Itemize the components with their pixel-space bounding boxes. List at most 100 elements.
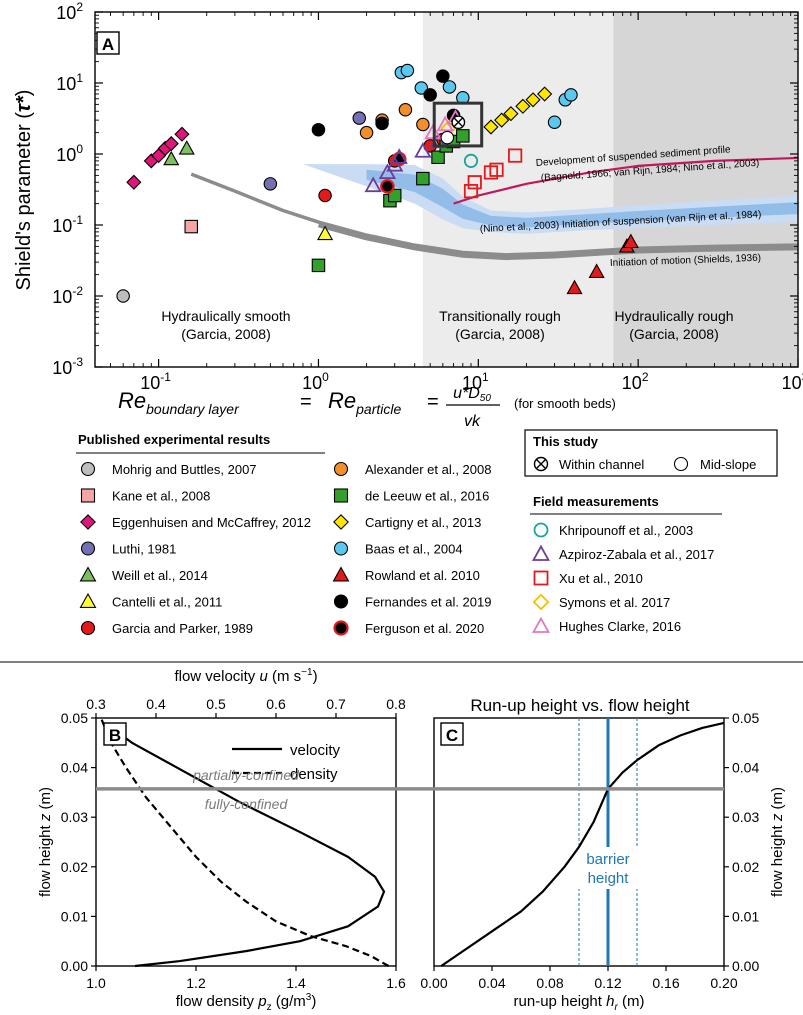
panel-b-label: B [103,722,127,746]
legend-marker-symons-et-al-2017 [532,593,550,611]
point-alexander-et-al-2008-0 [359,125,374,140]
legend-item-khripounoff-et-al-2003: Khripounoff et al., 2003 [533,522,693,538]
legend-item-kane-et-al-2008: Kane et al., 2008 [80,488,210,504]
panel-a-x-axis-label: Reboundary layer = Reparticle = u*D50 vk… [118,385,616,430]
panel-c-title: Run-up height vs. flow height [470,696,690,715]
point-within-channel-0 [451,115,466,130]
legend-label-weill-et-al-2014: Weill et al., 2014 [112,568,208,583]
legend-marker-cartigny-et-al-2013 [333,514,349,530]
legend-item-fernandes-et-al-2019: Fernandes et al. 2019 [333,594,491,610]
point-azpiroz-zabala-et-al-2017-2 [386,156,404,172]
legend-marker-cantelli-et-al-2011 [79,592,97,609]
fully-confined-label: fully-confined [205,796,289,812]
c-y-tick-label-3: 0.03 [732,809,759,825]
c-y-tick-label-4: 0.04 [732,760,759,776]
point-de-leeuw-et-al-2016-3 [416,171,430,186]
panel-b: 0.00 0.01 0.02 0.03 0.04 0.05 1.0 1.2 1.4 1.6 0.3 0… [37,667,406,1013]
region-smooth-cite: (Garcia, 2008) [181,326,270,342]
barrier-label-bg [578,846,638,889]
legend-marker-kane-et-al-2008 [80,488,96,503]
legend-marker-hughes-clarke-2016 [531,616,551,633]
legend-item-luthi-1981: Luthi, 1981 [80,541,176,557]
runup-line [440,721,725,967]
c-x-tick-label-4: 0.16 [652,975,679,991]
point-weill-et-al-2014-0 [163,150,180,166]
point-azpiroz-zabala-et-al-2017-0 [364,176,382,193]
b-x-bottom-tick-label-2: 1.4 [286,975,306,991]
point-garcia-and-parker-1989-0 [318,188,332,203]
suspension-band-inner [366,169,798,228]
point-cartigny-et-al-2013-2 [503,106,519,122]
point-mohrig-and-buttles-2007-0 [116,289,130,303]
legend-marker-baas-et-al-2004 [333,541,349,556]
legend-this-study-box [524,429,778,477]
point-alexander-et-al-2008-2 [398,102,413,117]
motion-curve-band [317,223,799,261]
legend-label-rowland-et-al-2010: Rowland et al. 2010 [365,568,480,583]
point-baas-et-al-2004-1 [400,63,415,78]
panel-c-label: C [440,722,464,746]
legend-marker-eggenhuisen-and-mccaffrey-2012 [80,514,96,530]
velocity-profile-line [104,722,386,968]
legend-label-xu-et-al-2010: Xu et al., 2010 [559,571,643,586]
re-boundary: Reboundary layer [118,388,240,417]
point-azpiroz-zabala-et-al-2017-3 [390,148,408,164]
point-eggenhuisen-and-mccaffrey-2012-5 [174,126,190,142]
legend-marker-khripounoff-et-al-2003 [533,522,549,538]
region-transitional-cite: (Garcia, 2008) [455,326,544,342]
b-y-tick-label-1: 0.01 [61,908,88,924]
point-azpiroz-zabala-et-al-2017-4 [414,142,432,158]
b-x-bottom-tick-label-0: 1.0 [86,975,106,991]
point-baas-et-al-2004-5 [547,115,562,130]
b-x-top-tick-label-3: 0.6 [266,696,286,712]
c-x-tick-label-5: 0.20 [710,975,737,991]
panel-c-label-text: C [446,726,458,745]
c-y-tick-label-5: 0.05 [732,710,759,726]
point-cartigny-et-al-2013-4 [525,92,541,108]
panel-b-top-axis-label: flow velocity u (m s−1) [174,667,317,685]
point-khripounoff-et-al-2003-0 [463,153,479,168]
point-cantelli-et-al-2011-0 [317,225,334,241]
point-baas-et-al-2004-7 [564,88,578,102]
point-baas-et-al-2004-3 [442,80,457,94]
region-labels: Hydraulically smooth (Garcia, 2008) Tran… [161,308,733,342]
legend-marker-alexander-et-al-2008 [333,461,349,477]
legend-label-cantelli-et-al-2011: Cantelli et al., 2011 [112,595,222,610]
density-profile-line [99,717,390,967]
point-xu-et-al-2010-3 [489,162,504,177]
point-xu-et-al-2010-1 [467,175,482,190]
confinement-boundary: partially-confined fully-confined [96,767,724,812]
legend-label-cartigny-et-al-2013: Cartigny et al., 2013 [365,515,481,530]
legend-label-eggenhuisen-and-mccaffrey-2012: Eggenhuisen and McCaffrey, 2012 [112,515,311,530]
legend-label-de-leeuw-et-al-2016: de Leeuw et al., 2016 [365,489,489,504]
point-de-leeuw-et-al-2016-0 [311,258,326,273]
fraction-numerator: u*D50 [453,385,491,404]
point-rowland-et-al-2010-3 [622,233,639,249]
legend-marker-ferguson-et-al-2020 [333,620,349,636]
legend-label-ferguson-et-al-2020: Ferguson et al. 2020 [365,621,484,636]
c-x-tick-label-3: 0.12 [594,975,621,991]
point-kane-et-al-2008-0 [184,219,198,234]
y-tick-label-3: 100 [56,142,83,165]
smooth-beds-note: (for smooth beds) [514,396,616,411]
b-y-tick-label-3: 0.03 [61,809,88,825]
legend-field-title: Field measurements [533,494,659,509]
legend-label-garcia-and-parker-1989: Garcia and Parker, 1989 [112,621,253,636]
motion-curve-label: Initiation of motion (Shields, 1936) [610,253,761,269]
legend-item-cartigny-et-al-2013: Cartigny et al., 2013 [333,514,481,530]
legend-item-ferguson-et-al-2020: Ferguson et al. 2020 [333,620,484,636]
b-x-bottom-tick-label-1: 1.2 [186,975,206,991]
legend-item-rowland-et-al-2010: Rowland et al. 2010 [332,566,480,583]
legend-marker-azpiroz-zabala-et-al-2017 [531,544,551,561]
point-fernandes-et-al-2019-2 [423,88,437,102]
b-x-bottom-tick-label-3: 1.6 [386,975,406,991]
legend-item-weill-et-al-2014: Weill et al., 2014 [79,566,208,583]
equals-1: = [300,391,312,413]
legend-label-mid-slope: Mid-slope [700,457,756,472]
b-y-tick-label-5: 0.05 [61,710,88,726]
point-de-leeuw-et-al-2016-4 [431,150,445,164]
legend-item-mohrig-and-buttles-2007: Mohrig and Buttles, 2007 [80,461,257,477]
panel-c-y-axis-label: flow height z (m) [769,787,786,897]
c-x-tick-label-1: 0.04 [478,975,505,991]
